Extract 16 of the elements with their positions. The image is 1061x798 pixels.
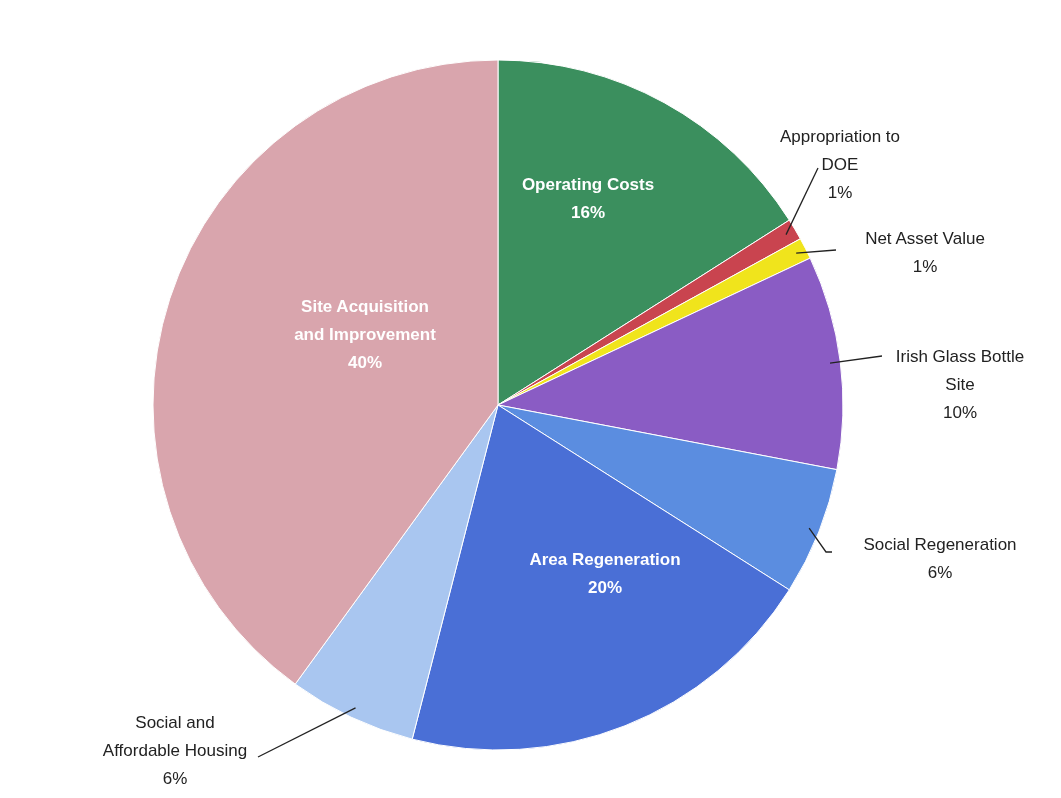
data-label: 6%: [927, 563, 953, 582]
slice-label: Appropriation to DOE: [779, 127, 901, 174]
data-label: 10%: [942, 403, 978, 422]
data-label: 1%: [912, 257, 938, 276]
data-label: 1%: [827, 183, 853, 202]
data-label: 40%: [347, 353, 383, 372]
slice-label: Social and Affordable Housing: [102, 713, 248, 760]
slice-label: Social Regeneration: [863, 535, 1017, 554]
slice-label: Irish Glass Bottle Site: [895, 347, 1025, 394]
data-label: 16%: [570, 203, 606, 222]
slice-label: Net Asset Value: [865, 229, 985, 248]
data-label: 6%: [162, 769, 188, 788]
slice-label: Operating Costs: [521, 175, 655, 194]
slice-label: Area Regeneration: [529, 550, 681, 569]
slice-label: Site Acquisition and Improvement: [294, 297, 437, 344]
data-label: 20%: [587, 578, 623, 597]
